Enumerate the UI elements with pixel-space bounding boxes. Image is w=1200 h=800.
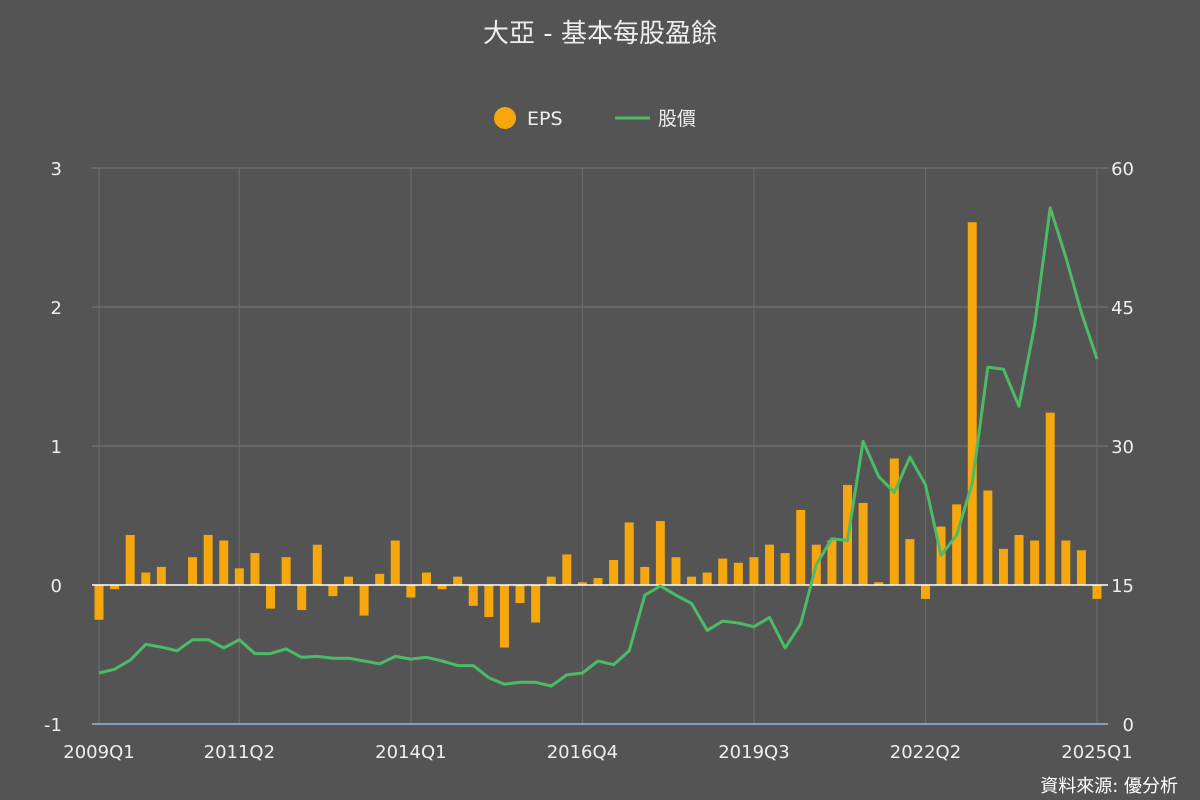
- eps-bar[interactable]: [546, 576, 556, 585]
- x-tick-label: 2022Q2: [890, 742, 961, 763]
- eps-bar[interactable]: [437, 585, 447, 590]
- eps-bar[interactable]: [297, 585, 307, 611]
- eps-bar[interactable]: [577, 582, 587, 585]
- y-right-tick-label: 0: [1123, 715, 1134, 736]
- y-left-tick-label: -1: [44, 715, 62, 736]
- y-axis-right: 0 15 30 45 60: [1111, 159, 1134, 736]
- x-tick-label: 2025Q1: [1061, 742, 1132, 763]
- y-left-tick-label: 2: [51, 298, 62, 319]
- eps-bar[interactable]: [983, 490, 993, 585]
- eps-bar[interactable]: [1092, 585, 1102, 599]
- eps-bar[interactable]: [749, 557, 759, 585]
- eps-bar[interactable]: [359, 585, 369, 616]
- eps-bar[interactable]: [1014, 534, 1024, 585]
- eps-bar[interactable]: [796, 509, 806, 585]
- eps-bar[interactable]: [1030, 540, 1040, 585]
- eps-bar[interactable]: [671, 557, 681, 585]
- eps-bar[interactable]: [156, 566, 166, 585]
- eps-bars: [94, 222, 1102, 648]
- eps-bar[interactable]: [250, 553, 260, 585]
- y-right-tick-label: 45: [1111, 298, 1134, 319]
- eps-bar[interactable]: [562, 554, 572, 585]
- eps-bar[interactable]: [219, 540, 229, 585]
- eps-bar[interactable]: [94, 585, 104, 620]
- eps-bar[interactable]: [188, 557, 198, 585]
- eps-bar[interactable]: [203, 534, 213, 585]
- legend-eps-label[interactable]: EPS: [527, 108, 563, 130]
- price-line-series: [98, 206, 1099, 688]
- eps-bar[interactable]: [110, 585, 120, 590]
- eps-bar[interactable]: [765, 544, 775, 585]
- eps-bar[interactable]: [141, 572, 151, 585]
- eps-bar[interactable]: [967, 222, 977, 585]
- x-tick-label: 2019Q3: [718, 742, 789, 763]
- eps-bar[interactable]: [515, 585, 525, 604]
- eps-bar[interactable]: [998, 548, 1008, 585]
- eps-bar[interactable]: [609, 559, 619, 585]
- eps-bar[interactable]: [1076, 550, 1086, 585]
- chart-title: 大亞 - 基本每股盈餘: [483, 19, 717, 49]
- eps-bar[interactable]: [468, 585, 478, 606]
- eps-bar[interactable]: [874, 582, 884, 585]
- eps-bar[interactable]: [718, 558, 728, 585]
- eps-bar[interactable]: [733, 562, 743, 585]
- eps-bar[interactable]: [593, 578, 603, 585]
- eps-bar[interactable]: [905, 539, 915, 585]
- x-tick-label: 2016Q4: [547, 742, 618, 763]
- eps-bar[interactable]: [780, 553, 790, 585]
- eps-bar[interactable]: [640, 566, 650, 585]
- price-line[interactable]: [98, 206, 1099, 688]
- x-tick-label: 2011Q2: [204, 742, 275, 763]
- eps-bar[interactable]: [655, 521, 665, 585]
- eps-bar[interactable]: [687, 576, 697, 585]
- y-right-tick-label: 15: [1111, 576, 1134, 597]
- y-axis-left: -1 0 1 2 3: [44, 159, 62, 736]
- eps-bar[interactable]: [234, 568, 244, 585]
- x-axis: 2009Q1 2011Q2 2014Q1 2016Q4 2019Q3 2022Q2 2025…: [63, 742, 1132, 763]
- eps-bar[interactable]: [531, 585, 541, 623]
- eps-bar[interactable]: [328, 585, 338, 597]
- grid: [92, 167, 1108, 725]
- eps-bar[interactable]: [1045, 412, 1055, 585]
- x-tick-label: 2014Q1: [375, 742, 446, 763]
- eps-bar[interactable]: [1061, 540, 1071, 585]
- eps-bar[interactable]: [952, 504, 962, 585]
- eps-bar[interactable]: [827, 540, 837, 585]
- eps-bar[interactable]: [858, 502, 868, 585]
- eps-bar[interactable]: [920, 585, 930, 599]
- x-tick-label: 2009Q1: [63, 742, 134, 763]
- eps-bar[interactable]: [484, 585, 494, 617]
- y-left-tick-label: 1: [51, 437, 62, 458]
- eps-bar[interactable]: [499, 585, 509, 648]
- y-left-tick-label: 0: [51, 576, 62, 597]
- legend[interactable]: EPS 股價: [494, 107, 696, 130]
- source-note: 資料來源: 優分析: [1040, 776, 1178, 797]
- legend-eps-swatch: [494, 107, 516, 129]
- eps-bar[interactable]: [281, 557, 291, 585]
- y-right-tick-label: 30: [1111, 437, 1134, 458]
- eps-bar[interactable]: [266, 585, 276, 609]
- y-right-tick-label: 60: [1111, 159, 1134, 180]
- eps-bar[interactable]: [125, 534, 135, 585]
- y-left-tick-label: 3: [51, 159, 62, 180]
- eps-bar[interactable]: [421, 572, 431, 585]
- eps-bar[interactable]: [344, 576, 353, 585]
- eps-bar[interactable]: [453, 576, 463, 585]
- legend-price-label[interactable]: 股價: [658, 108, 696, 130]
- eps-bar[interactable]: [375, 573, 385, 585]
- eps-bar[interactable]: [624, 522, 634, 585]
- eps-bar[interactable]: [889, 458, 899, 585]
- eps-bar[interactable]: [406, 585, 416, 598]
- eps-bar[interactable]: [390, 540, 400, 585]
- eps-bar[interactable]: [312, 544, 322, 585]
- eps-bar[interactable]: [702, 572, 712, 585]
